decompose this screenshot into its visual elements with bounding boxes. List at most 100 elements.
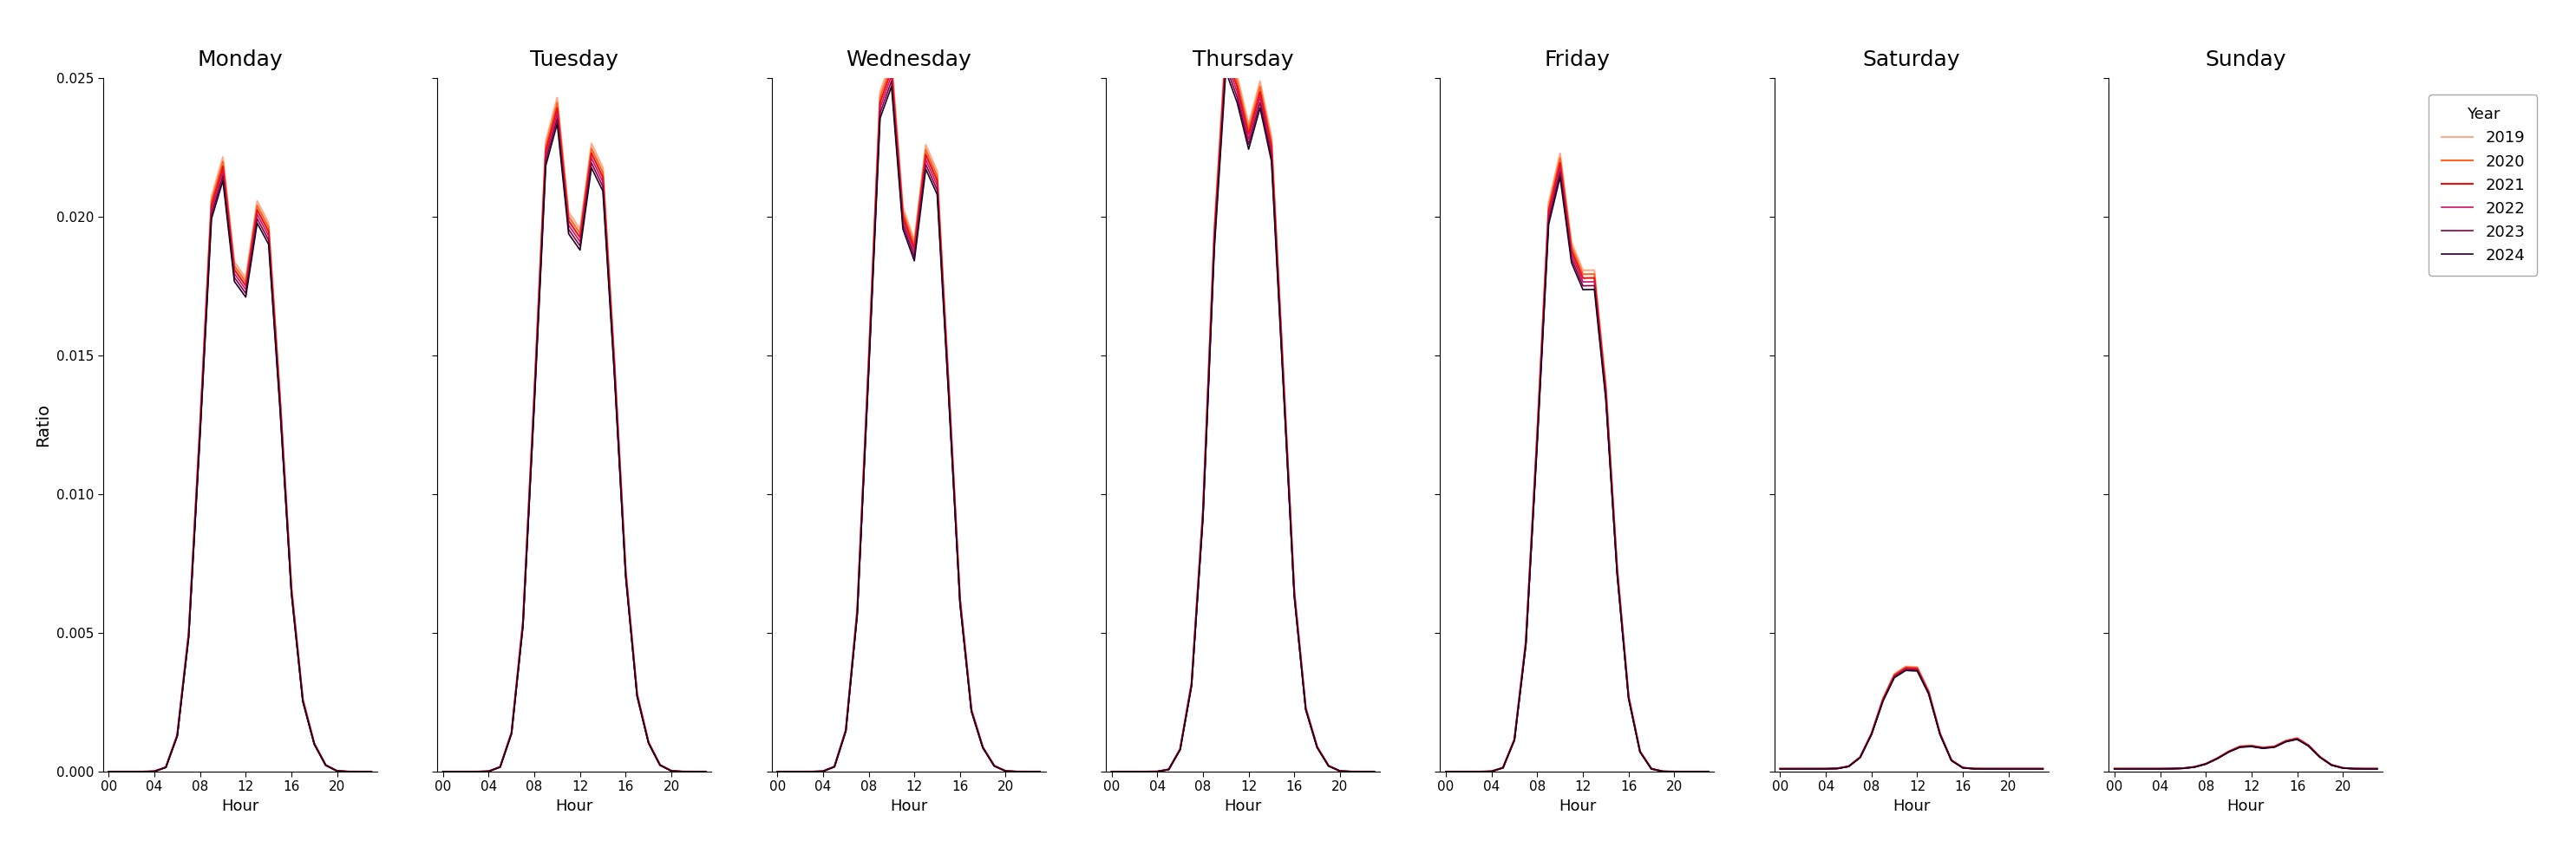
2019 [1522, 425, 1553, 435]
2022 [989, 766, 1020, 776]
2024 [1682, 766, 1713, 777]
2023 [1556, 253, 1587, 264]
2024 [1131, 766, 1162, 777]
2019 [933, 375, 963, 386]
2023 [1244, 97, 1275, 108]
2019 [149, 762, 180, 772]
2020 [1221, 76, 1252, 87]
2023 [1358, 766, 1388, 777]
2024 [899, 256, 930, 266]
2023 [355, 766, 386, 777]
2021 [2316, 759, 2347, 770]
2024 [1878, 673, 1909, 683]
2022 [265, 399, 296, 409]
2023 [945, 597, 976, 608]
2020 [2316, 759, 2347, 770]
2023 [1947, 763, 1978, 773]
2024 [438, 766, 469, 777]
2021 [1012, 766, 1043, 777]
2021 [1291, 703, 1321, 714]
2019 [345, 766, 376, 777]
2024 [1486, 763, 1517, 773]
2023 [196, 209, 227, 219]
2023 [564, 241, 595, 251]
2022 [1257, 147, 1288, 157]
2022 [1924, 729, 1955, 740]
2019 [1177, 678, 1208, 688]
2020 [806, 766, 837, 777]
2020 [1914, 687, 1945, 697]
2024 [1692, 766, 1723, 777]
2021 [690, 766, 721, 777]
2020 [1267, 361, 1298, 371]
2019 [1602, 562, 1633, 572]
2019 [507, 616, 538, 626]
2020 [162, 730, 193, 740]
2020 [634, 737, 665, 747]
2022 [484, 762, 515, 772]
2019 [2349, 764, 2380, 774]
2021 [1994, 764, 2025, 774]
2021 [93, 766, 124, 777]
2021 [209, 161, 240, 172]
2024 [2293, 741, 2324, 752]
2022 [1533, 211, 1564, 221]
2024 [564, 244, 595, 255]
2023 [484, 762, 515, 772]
2021 [541, 103, 572, 114]
2019 [541, 93, 572, 103]
2020 [106, 766, 137, 777]
2024 [129, 766, 160, 777]
2023 [2017, 764, 2048, 774]
2023 [1221, 92, 1252, 102]
2021 [299, 739, 330, 749]
2019 [554, 207, 585, 218]
2019 [1579, 265, 1610, 276]
2020 [829, 725, 860, 735]
2024 [644, 759, 675, 770]
2023 [1154, 765, 1185, 775]
2024 [876, 81, 907, 92]
2022 [786, 766, 817, 777]
2019 [1198, 222, 1229, 232]
2023 [979, 760, 1010, 771]
2024 [2326, 763, 2357, 773]
2023 [1834, 761, 1865, 772]
2019 [1811, 764, 1842, 774]
2020 [1947, 762, 1978, 772]
Line: 2022: 2022 [1445, 167, 1708, 772]
2020 [2339, 764, 2370, 774]
2023 [541, 113, 572, 123]
2024 [116, 766, 147, 777]
2020 [2017, 764, 2048, 774]
2021 [677, 766, 708, 777]
2023 [185, 427, 216, 438]
2021 [876, 65, 907, 75]
2020 [1278, 586, 1309, 596]
2020 [1566, 269, 1597, 279]
2022 [577, 153, 608, 163]
2019 [1924, 728, 1955, 739]
2024 [2246, 743, 2277, 753]
2023 [876, 75, 907, 86]
2023 [829, 726, 860, 736]
2021 [1844, 752, 1875, 762]
2023 [1177, 681, 1208, 691]
2023 [1337, 766, 1368, 777]
2022 [1211, 55, 1242, 65]
2024 [667, 766, 698, 777]
2020 [2259, 741, 2290, 752]
Line: 2022: 2022 [1113, 60, 1373, 772]
2021 [1857, 728, 1888, 739]
2019 [106, 766, 137, 777]
2023 [2306, 752, 2336, 762]
2024 [796, 766, 827, 777]
2019 [1947, 762, 1978, 772]
2023 [497, 728, 528, 739]
2023 [1566, 281, 1597, 291]
2021 [1164, 744, 1195, 754]
2020 [1324, 766, 1355, 776]
2022 [2004, 764, 2035, 774]
2022 [1347, 766, 1378, 777]
2020 [541, 98, 572, 108]
